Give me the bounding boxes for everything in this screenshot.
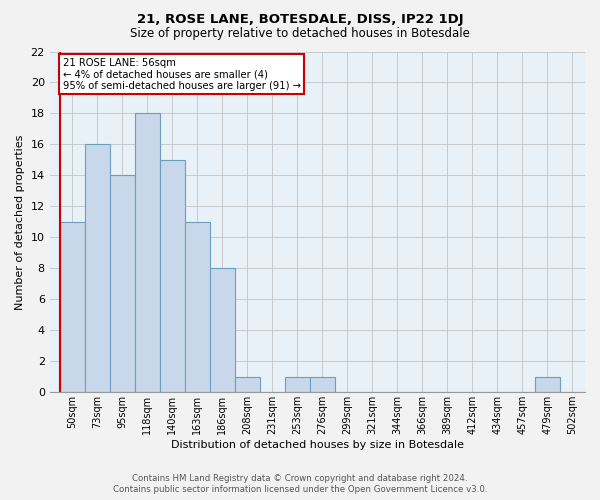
Bar (160, 160, 185, 392)
Bar (535, 377, 560, 392)
Text: 21, ROSE LANE, BOTESDALE, DISS, IP22 1DJ: 21, ROSE LANE, BOTESDALE, DISS, IP22 1DJ (137, 12, 463, 26)
Bar (85, 144, 110, 392)
Text: 21 ROSE LANE: 56sqm
← 4% of detached houses are smaller (4)
95% of semi-detached: 21 ROSE LANE: 56sqm ← 4% of detached hou… (62, 58, 301, 91)
Bar (59, 222, 85, 392)
Bar (185, 222, 210, 392)
Bar (135, 114, 160, 392)
Bar (210, 268, 235, 392)
Bar (235, 377, 260, 392)
Bar (110, 176, 135, 392)
Bar (285, 377, 310, 392)
Text: Size of property relative to detached houses in Botesdale: Size of property relative to detached ho… (130, 28, 470, 40)
Y-axis label: Number of detached properties: Number of detached properties (15, 134, 25, 310)
X-axis label: Distribution of detached houses by size in Botesdale: Distribution of detached houses by size … (171, 440, 464, 450)
Bar (310, 377, 335, 392)
Text: Contains HM Land Registry data © Crown copyright and database right 2024.
Contai: Contains HM Land Registry data © Crown c… (113, 474, 487, 494)
